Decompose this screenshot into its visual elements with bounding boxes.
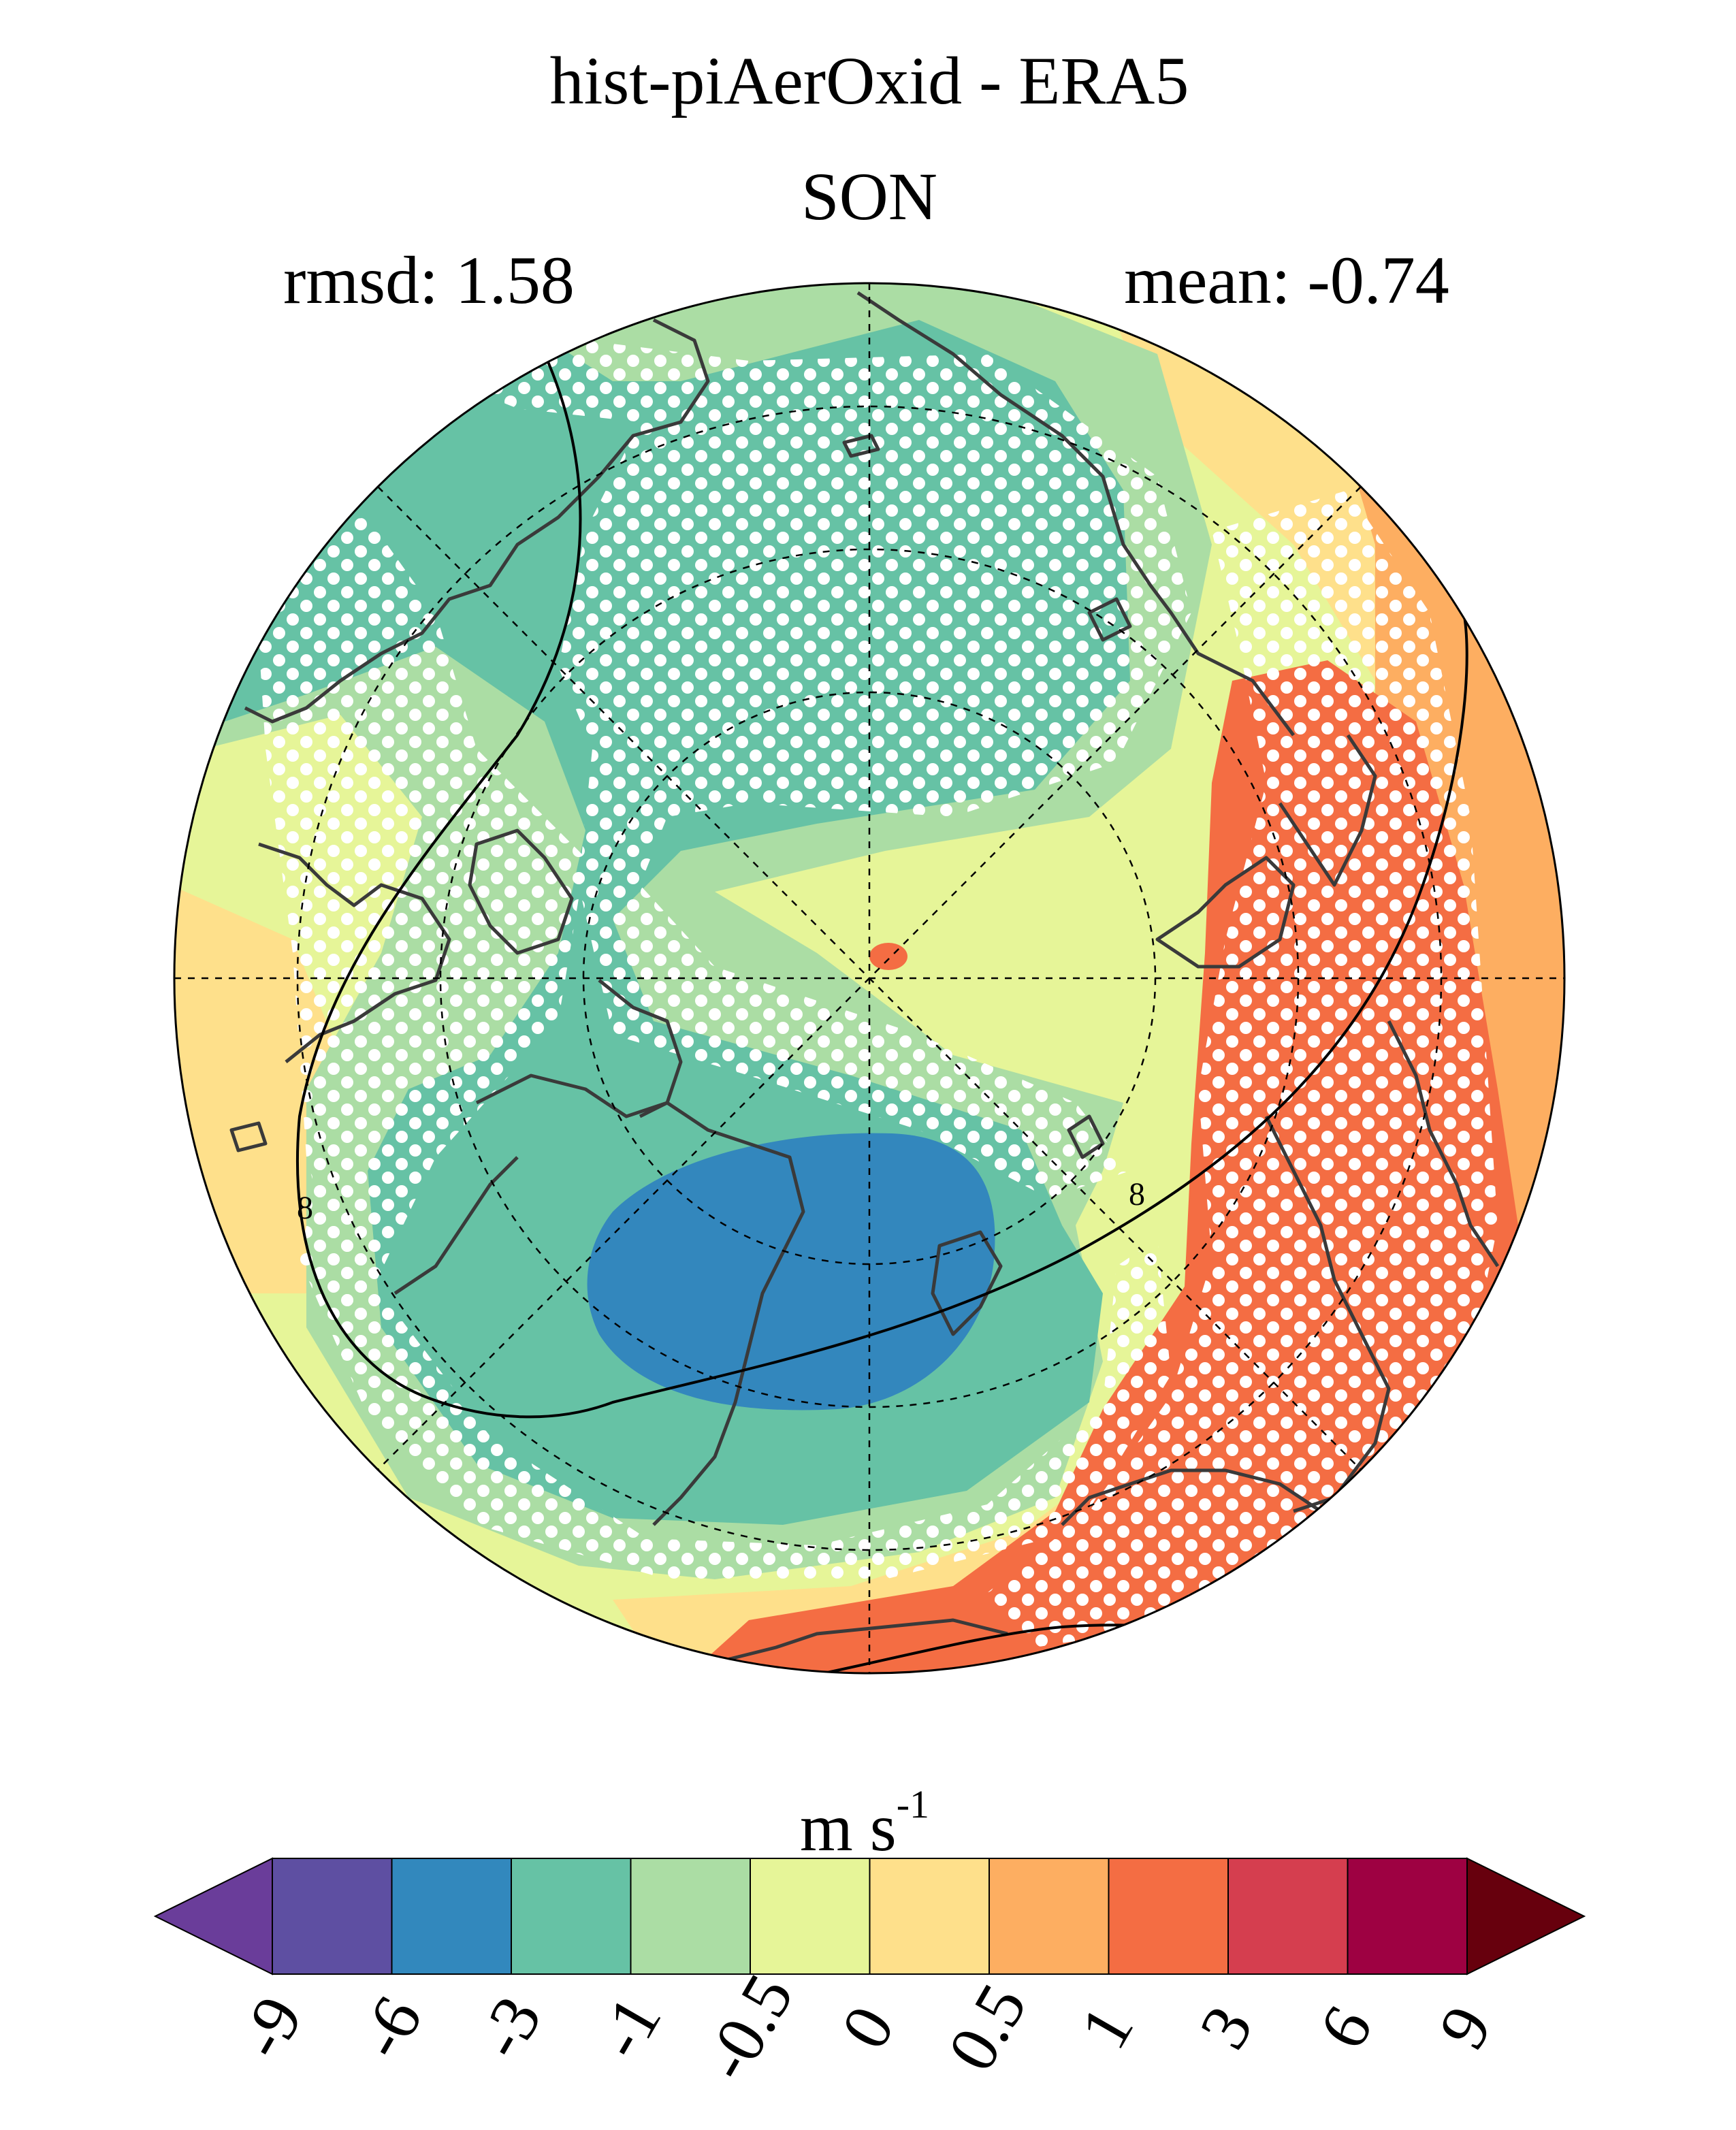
field-dark-blue — [587, 1133, 995, 1410]
colorbar-segment — [1227, 1858, 1349, 1975]
graticule — [174, 283, 1564, 1673]
stippling-south — [300, 1157, 1171, 1579]
colorbar-tick-label: 3 — [1185, 1994, 1267, 2061]
colorbar-segment — [750, 1858, 871, 1975]
stippling-east — [987, 490, 1498, 1647]
colorbar-tick-label: 0 — [826, 1994, 909, 2061]
coastlines — [229, 291, 1500, 1663]
colorbar-over-triangle — [1466, 1857, 1586, 1975]
colorbar-tick-label: -6 — [343, 1984, 437, 2071]
colorbar-unit: m s-1 — [800, 1782, 929, 1865]
contour-label-west: 8 — [297, 1190, 313, 1226]
contour-label-east: 8 — [1129, 1176, 1145, 1212]
colorbar-segment — [988, 1858, 1110, 1975]
colorbar-segment — [1347, 1858, 1468, 1975]
colorbar-tick-label: -3 — [462, 1984, 556, 2071]
colorbar-unit-exponent: -1 — [897, 1782, 929, 1826]
colorbar-under-triangle — [153, 1857, 273, 1975]
figure-title: hist-piAerOxid - ERA5 — [550, 43, 1189, 118]
colorbar-tick-label: -9 — [223, 1984, 317, 2071]
colorbar-segment — [1108, 1858, 1229, 1975]
season-label: SON — [801, 159, 937, 234]
colorbar-segment — [630, 1858, 751, 1975]
colorbar: -9 -6 -3 -1 -0.5 0 0.5 1 3 6 9 — [153, 1857, 1586, 2093]
rmsd-label: rmsd: 1.58 — [283, 242, 575, 318]
colorbar-segment — [272, 1858, 393, 1975]
stippling-west — [252, 517, 585, 1327]
colorbar-segment — [391, 1858, 512, 1975]
mean-label: mean: -0.74 — [1124, 242, 1449, 318]
field-red-spot — [869, 943, 907, 970]
colorbar-tick-label: -0.5 — [688, 1962, 807, 2093]
colorbar-segment — [511, 1858, 632, 1975]
colorbar-tick-label: 1 — [1065, 1994, 1148, 2061]
colorbar-tick-label: 6 — [1304, 1994, 1387, 2061]
map-border — [173, 282, 1566, 1675]
colorbar-segment — [869, 1858, 990, 1975]
colorbar-tick-label: 0.5 — [933, 1971, 1042, 2083]
colorbar-unit-main: m s — [800, 1790, 897, 1865]
stippling-north — [381, 340, 1191, 1198]
colorbar-tick-label: 9 — [1424, 1994, 1506, 2061]
polar-map: 8 8 — [173, 282, 1566, 1675]
colorbar-tick-label: -1 — [582, 1984, 676, 2071]
